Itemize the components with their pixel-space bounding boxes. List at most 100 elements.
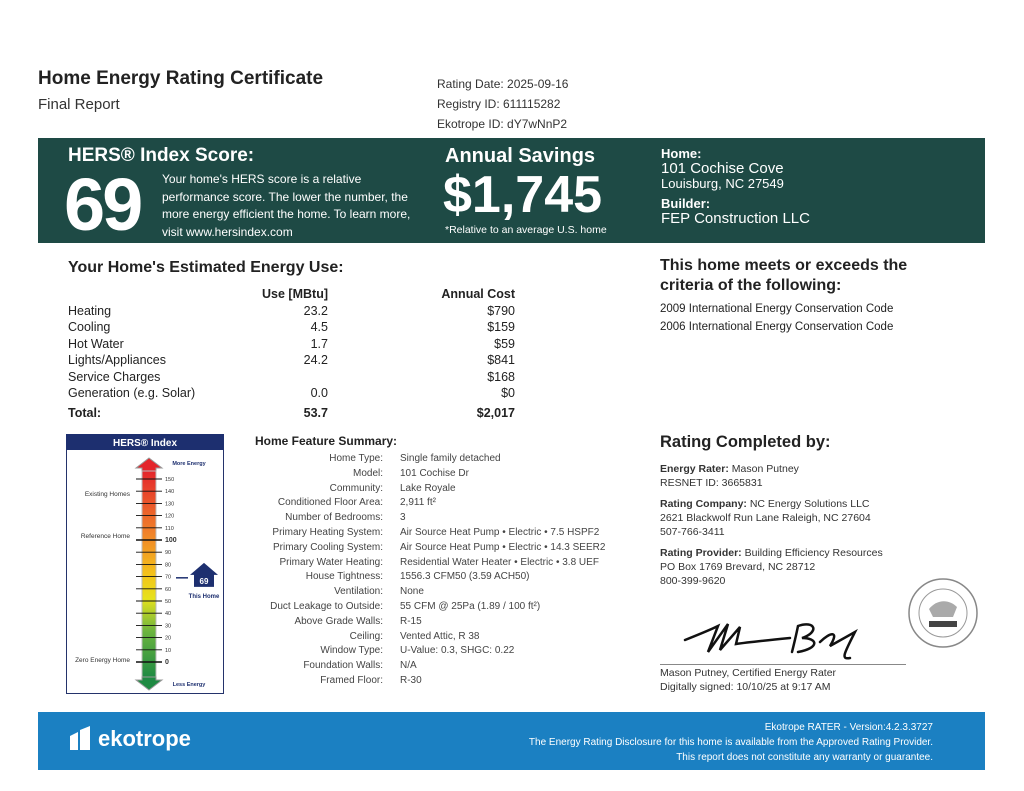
tick-label: 60 (165, 587, 171, 593)
this-home-score: 69 (200, 577, 209, 586)
tick-label: 150 (165, 477, 174, 483)
rating-date: Rating Date: 2025-09-16 (437, 77, 569, 91)
feature-label: Model: (352, 467, 383, 479)
hers-score: 69 (64, 163, 143, 246)
criteria-list: 2009 International Energy Conservation C… (660, 300, 893, 336)
existing-homes-label: Existing Homes (85, 491, 131, 498)
house-icon (190, 562, 218, 587)
row-cost: $0 (501, 386, 515, 400)
hers-heading: HERS® Index Score: (68, 145, 255, 166)
registry-id: Registry ID: 611115282 (437, 97, 561, 111)
feature-value: Residential Water Heater • Electric • 3.… (400, 556, 599, 568)
row-label: Lights/Appliances (68, 353, 166, 367)
feature-row: Ventilation: None (233, 585, 605, 600)
feature-value: Vented Attic, R 38 (400, 630, 480, 642)
company-name: NC Energy Solutions LLC (749, 498, 870, 510)
home-address1: 101 Cochise Cove (661, 160, 784, 177)
home-address2: Louisburg, NC 27549 (661, 176, 784, 191)
feature-value: None (400, 586, 424, 598)
provider-label: Rating Provider: (660, 547, 742, 559)
feature-label: Ventilation: (334, 586, 383, 598)
total-cost: $2,017 (476, 405, 515, 420)
this-home-marker: 69 This Home (176, 562, 220, 600)
feature-row: Community: Lake Royale (233, 482, 605, 497)
table-row: Cooling 4.5 $159 (68, 319, 518, 336)
provider-name: Building Efficiency Resources (744, 547, 883, 559)
rating-heading: Rating Completed by: (660, 433, 831, 451)
feature-label: Primary Cooling System: (272, 541, 383, 553)
ekotrope-logo: ekotrope (68, 726, 191, 752)
tick-label: 40 (165, 611, 171, 617)
feature-row: Primary Cooling System: Air Source Heat P… (233, 541, 605, 556)
total-row: Total: 53.7 $2,017 (68, 405, 518, 422)
tick-label: 30 (165, 623, 171, 629)
home-info: Home: 101 Cochise Cove Louisburg, NC 275… (661, 146, 810, 226)
feature-value: R-30 (400, 674, 422, 686)
home-label: Home: (661, 146, 702, 161)
tick-label: 100 (165, 537, 177, 544)
row-cost: $168 (487, 369, 515, 384)
reference-home-label: Reference Home (81, 533, 131, 540)
feature-value: R-15 (400, 615, 422, 627)
row-cost: $790 (487, 303, 515, 318)
row-label: Heating (68, 303, 112, 318)
more-energy-label: More Energy (172, 461, 206, 467)
feature-row: Framed Floor: R-30 (233, 674, 605, 689)
row-use: 23.2 (303, 303, 328, 318)
builder-label: Builder: (661, 196, 711, 211)
down-arrow (134, 676, 164, 691)
criteria-item: 2009 International Energy Conservation C… (660, 303, 894, 315)
feature-row: House Tightness: 1556.3 CFM50 (3.59 ACH50… (233, 570, 605, 585)
row-cost: $59 (494, 336, 515, 351)
total-label: Total: (68, 405, 102, 420)
row-use: 4.5 (310, 320, 328, 334)
energy-use-table: Use [MBtu] Annual Cost Heating 23.2 $790 Co… (68, 286, 518, 421)
feature-row: Above Grade Walls: R-15 (233, 615, 605, 630)
tick-label: 10 (165, 648, 171, 654)
feature-label: Foundation Walls: (303, 660, 383, 672)
table-row: Generation (e.g. Solar) 0.0 $0 (68, 385, 518, 402)
version-text: Ekotrope RATER - Version:4.2.3.3727 (764, 722, 933, 733)
criteria-item: 2006 International Energy Conservation C… (660, 321, 894, 333)
hers-description: Your home's HERS score is a relative per… (162, 172, 411, 239)
tick-label: 0 (165, 659, 169, 666)
table-row: Heating 23.2 $790 (68, 303, 518, 320)
feature-value: Lake Royale (400, 482, 456, 494)
feature-value: Air Source Heat Pump • Electric • 14.3 S… (400, 541, 606, 553)
rating-details: Energy Rater: Mason Putney RESNET ID: 366… (660, 462, 883, 595)
feature-label: Ceiling: (349, 630, 383, 642)
tick-label: 120 (165, 514, 174, 520)
footer-text: Ekotrope RATER - Version:4.2.3.3727 The … (529, 720, 933, 765)
ekotrope-leaf-icon (70, 726, 90, 750)
table-row: Service Charges $168 (68, 369, 518, 386)
warranty-text: This report does not constitute any warr… (676, 752, 933, 763)
feature-summary: Home Type: Single family detached Model: 10… (233, 452, 605, 689)
hers-index-graphic: HERS® Index 1501401301201101009080706050… (66, 434, 224, 694)
feature-row: Foundation Walls: N/A (233, 659, 605, 674)
row-cost: $841 (487, 353, 515, 367)
feature-label: Primary Heating System: (272, 526, 383, 538)
logo-text: ekotrope (98, 726, 191, 751)
feature-value: 3 (400, 512, 406, 524)
feature-value: 101 Cochise Dr (400, 467, 469, 479)
feature-value: 1556.3 CFM50 (3.59 ACH50) (400, 571, 530, 583)
provider-address: PO Box 1769 Brevard, NC 28712 (660, 561, 816, 573)
col-header-cost: Annual Cost (441, 287, 515, 301)
tick-label: 20 (165, 636, 171, 642)
tick-label: 80 (165, 562, 171, 568)
row-cost: $159 (487, 320, 515, 334)
savings-note: *Relative to an average U.S. home (445, 224, 607, 236)
row-label: Cooling (68, 320, 111, 334)
tick-label: 110 (165, 526, 174, 532)
feature-label: Primary Water Heating: (279, 556, 383, 568)
row-use (218, 369, 328, 386)
rater-label: Energy Rater: (660, 463, 729, 475)
table-row: Hot Water 1.7 $59 (68, 336, 518, 353)
feature-row: Window Type: U-Value: 0.3, SHGC: 0.22 (233, 644, 605, 659)
feature-row: Primary Water Heating: Residential Water … (233, 556, 605, 571)
tick-label: 140 (165, 489, 174, 495)
feature-heading: Home Feature Summary: (255, 434, 398, 448)
hers-title: HERS® Index (113, 438, 177, 449)
feature-row: Primary Heating System: Air Source Heat P… (233, 526, 605, 541)
zero-energy-label: Zero Energy Home (75, 657, 130, 664)
